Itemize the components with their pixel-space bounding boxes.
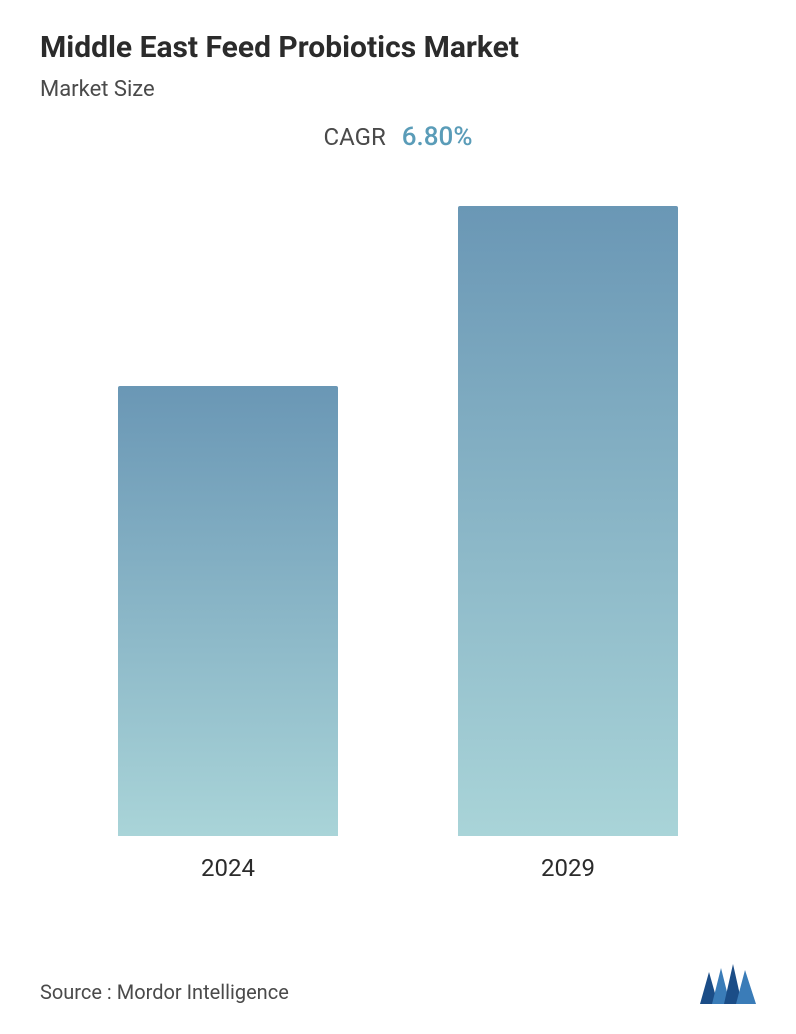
bar-2024 <box>118 386 338 836</box>
source-text: Source : Mordor Intelligence <box>40 980 289 1004</box>
cagr-value: 6.80% <box>402 122 473 152</box>
bar-label-2024: 2024 <box>201 854 255 882</box>
chart-area: 2024 2029 <box>40 202 756 882</box>
logo-icon <box>700 964 756 1004</box>
footer: Source : Mordor Intelligence <box>40 964 756 1004</box>
cagr-label: CAGR <box>324 123 386 151</box>
chart-subtitle: Market Size <box>40 77 756 102</box>
bar-group-2024: 2024 <box>118 386 338 882</box>
cagr-row: CAGR 6.80% <box>40 122 756 152</box>
chart-title: Middle East Feed Probiotics Market <box>40 30 756 65</box>
bar-2029 <box>458 206 678 836</box>
logo-stroke-4 <box>736 970 756 1004</box>
bar-label-2029: 2029 <box>541 854 595 882</box>
bar-group-2029: 2029 <box>458 206 678 882</box>
